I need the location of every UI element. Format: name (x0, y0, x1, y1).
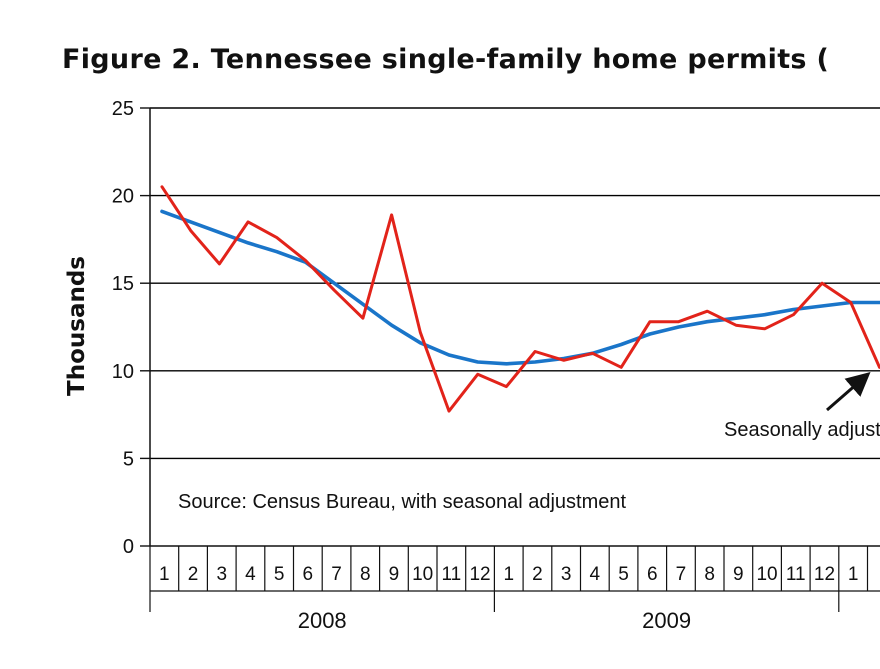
x-tick-label-month: 5 (618, 564, 629, 585)
x-tick-label-month: 7 (331, 564, 342, 585)
x-tick-label-month: 2 (532, 564, 543, 585)
x-tick-label-month: 12 (469, 564, 490, 585)
y-axis-label: Thousands (64, 256, 90, 396)
chart-title: Figure 2. Tennessee single-family home p… (62, 44, 830, 75)
label-layer: Thousands Source: Census Bureau, with se… (64, 256, 880, 513)
x-tick-label-month: 12 (814, 564, 835, 585)
x-tick-label-month: 9 (389, 564, 400, 585)
x-tick-label-month: 4 (590, 564, 601, 585)
x-tick-label-month: 8 (360, 564, 371, 585)
year-label-2008: 2008 (298, 608, 347, 633)
y-tick-label: 10 (112, 361, 134, 383)
x-tick-label-month: 1 (159, 564, 170, 585)
x-tick-label-month: 7 (676, 564, 687, 585)
x-tick-label-month: 3 (216, 564, 227, 585)
x-tick-label-month: 5 (274, 564, 285, 585)
x-tick-label-month: 1 (503, 564, 514, 585)
y-tick-label: 25 (112, 98, 134, 120)
y-tick-label: 5 (123, 448, 134, 470)
seasonal-annotation-label: Seasonally adjust (724, 419, 880, 441)
y-tick-label: 20 (112, 186, 134, 208)
x-tick-label-month: 11 (441, 564, 461, 585)
x-tick-label-month: 9 (733, 564, 744, 585)
y-tick-label: 0 (123, 536, 134, 558)
series-line-red (160, 185, 880, 413)
x-tick-label-month: 3 (561, 564, 572, 585)
x-tick-label-month: 2 (188, 564, 199, 585)
x-tick-label-month: 1 (848, 564, 859, 585)
x-tick-label-month: 6 (303, 564, 314, 585)
year-label-2009: 2009 (642, 608, 691, 633)
x-tick-label-month: 11 (786, 564, 806, 585)
series-layer (160, 185, 880, 413)
grid-layer (150, 107, 880, 460)
y-tick-label: 15 (112, 273, 134, 295)
series-line-blue (160, 209, 880, 366)
x-tick-label-month: 10 (412, 564, 433, 585)
annotation-arrow (826, 372, 871, 412)
x-tick-label-month: 4 (245, 564, 256, 585)
x-tick-label-month: 10 (756, 564, 777, 585)
x-tick-label-month: 6 (647, 564, 658, 585)
x-tick-label-month: 8 (704, 564, 715, 585)
source-note: Source: Census Bureau, with seasonal adj… (178, 491, 626, 513)
